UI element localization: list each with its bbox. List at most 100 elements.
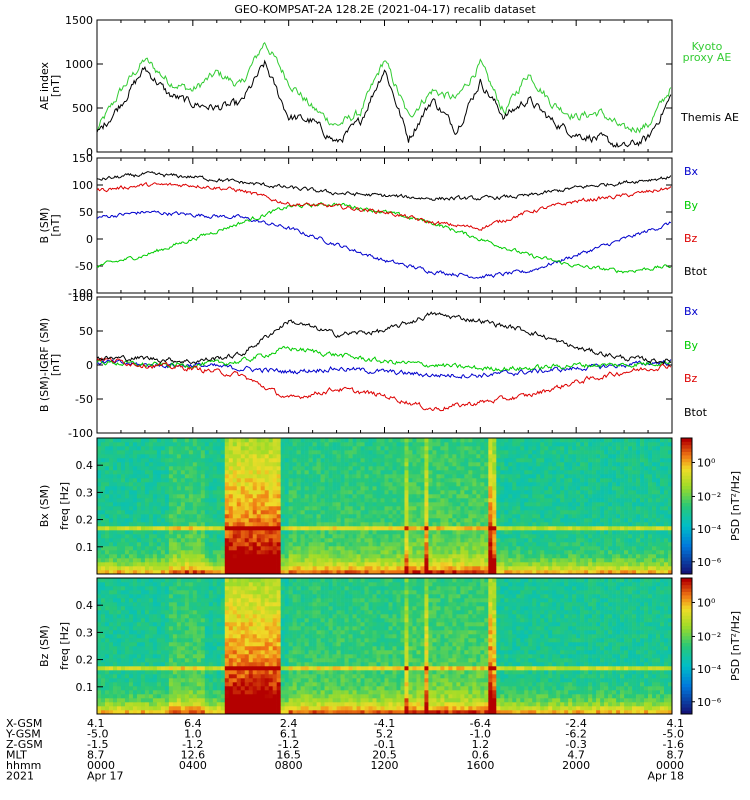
spectrogram-cell [312, 446, 317, 451]
spectrogram-cell [540, 558, 545, 563]
spectrogram-cell [540, 442, 545, 447]
spectrogram-cell [136, 514, 142, 519]
spectrogram-cell [408, 518, 413, 523]
spectrogram-cell [224, 558, 230, 563]
spectrogram-cell [536, 466, 541, 471]
spectrogram-cell [604, 442, 609, 447]
spectrogram-cell [552, 446, 557, 451]
spectrogram-cell [528, 506, 533, 511]
spectrogram-cell [172, 526, 178, 531]
spectrogram-cell [204, 490, 210, 495]
spectrogram-cell [540, 474, 545, 479]
spectrogram-cell [364, 454, 369, 459]
spectrogram-cell [576, 462, 581, 467]
spectrogram-cell [144, 470, 150, 475]
spectrogram-cell [104, 486, 110, 491]
spectrogram-cell [276, 506, 281, 511]
spectrogram-cell [112, 558, 118, 563]
spectrogram-cell [568, 538, 573, 543]
spectrogram-cell [500, 470, 505, 475]
spectrogram-cell [124, 474, 130, 479]
spectrogram-cell [192, 558, 198, 563]
spectrogram-cell [512, 466, 517, 471]
spectrogram-cell [468, 446, 473, 451]
spectrogram-cell [112, 530, 118, 535]
spectrogram-cell [548, 530, 553, 535]
spectrogram-cell [528, 514, 533, 519]
spectrogram-cell [372, 514, 377, 519]
spectrogram-cell [496, 502, 501, 507]
spectrogram-cell [228, 474, 234, 479]
spectrogram-cell [532, 522, 537, 527]
spectrogram-cell [500, 458, 505, 463]
spectrogram-cell [424, 498, 429, 503]
spectrogram-cell [628, 522, 633, 527]
spectrogram-cell [180, 458, 186, 463]
spectrogram-cell [644, 502, 649, 507]
spectrogram-cell [368, 518, 373, 523]
spectrogram-cell [204, 506, 210, 511]
spectrogram-cell [632, 494, 637, 499]
spectrogram-cell [192, 502, 198, 507]
spectrogram-cell [584, 474, 589, 479]
spectrogram-cell [640, 534, 645, 539]
spectrogram-cell [348, 486, 353, 491]
spectrogram-cell [124, 498, 130, 503]
spectrogram-cell [472, 510, 477, 515]
spectrogram-cell [508, 554, 513, 559]
spectrogram-cell [568, 530, 573, 535]
spectrogram-cell [432, 538, 437, 543]
spectrogram-cell [492, 522, 497, 527]
spectrogram-cell [628, 542, 633, 547]
spectrogram-cell [196, 522, 202, 527]
spectrogram-cell [104, 470, 110, 475]
spectrogram-cell [516, 530, 521, 535]
spectrogram-cell [140, 490, 146, 495]
spectrogram-cell [168, 538, 174, 543]
spectrogram-cell [644, 530, 649, 535]
spectrogram-cell [236, 554, 242, 559]
spectrogram-cell [560, 442, 565, 447]
spectrogram-cell [596, 450, 601, 455]
spectrogram-cell [512, 562, 517, 567]
spectrogram-cell [368, 486, 373, 491]
spectrogram-cell [328, 458, 333, 463]
spectrogram-cell [476, 494, 481, 499]
spectrogram-cell [484, 450, 489, 455]
spectrogram-cell [184, 530, 190, 535]
spectrogram-cell [164, 474, 170, 479]
spectrogram-cell [308, 466, 313, 471]
y-axis-label: [nT] [49, 214, 62, 236]
spectrogram-cell [180, 558, 186, 563]
spectrogram-cell [164, 546, 170, 551]
spectrogram-cell [532, 486, 537, 491]
spectrogram-cell [220, 542, 226, 547]
spectrogram-cell [564, 490, 569, 495]
spectrogram-cell [260, 558, 266, 563]
spectrogram-cell [436, 450, 441, 455]
spectrogram-cell [292, 550, 297, 555]
spectrogram-cell [204, 546, 210, 551]
spectrogram-cell [128, 530, 134, 535]
spectrogram-cell [312, 442, 317, 447]
spectrogram-cell [524, 442, 529, 447]
spectrogram-cell [548, 522, 553, 527]
spectrogram-cell [396, 486, 401, 491]
spectrogram-cell [240, 542, 246, 547]
spectrogram-cell [516, 522, 521, 527]
spectrogram-cell [116, 530, 122, 535]
spectrogram-cell [448, 478, 453, 483]
spectrogram-cell [460, 526, 465, 531]
spectrogram-cell [240, 558, 246, 563]
spectrogram-cell [280, 538, 285, 543]
spectrogram-cell [244, 490, 250, 495]
spectrogram-cell [116, 518, 122, 523]
spectrogram-cell [284, 454, 289, 459]
spectrogram-cell [524, 566, 529, 571]
spectrogram-cell [412, 454, 417, 459]
spectrogram-cell [472, 486, 477, 491]
spectrogram-cell [608, 482, 613, 487]
series-line-bx [97, 359, 672, 380]
spectrogram-cell [152, 550, 158, 555]
spectrogram-cell [248, 566, 254, 571]
